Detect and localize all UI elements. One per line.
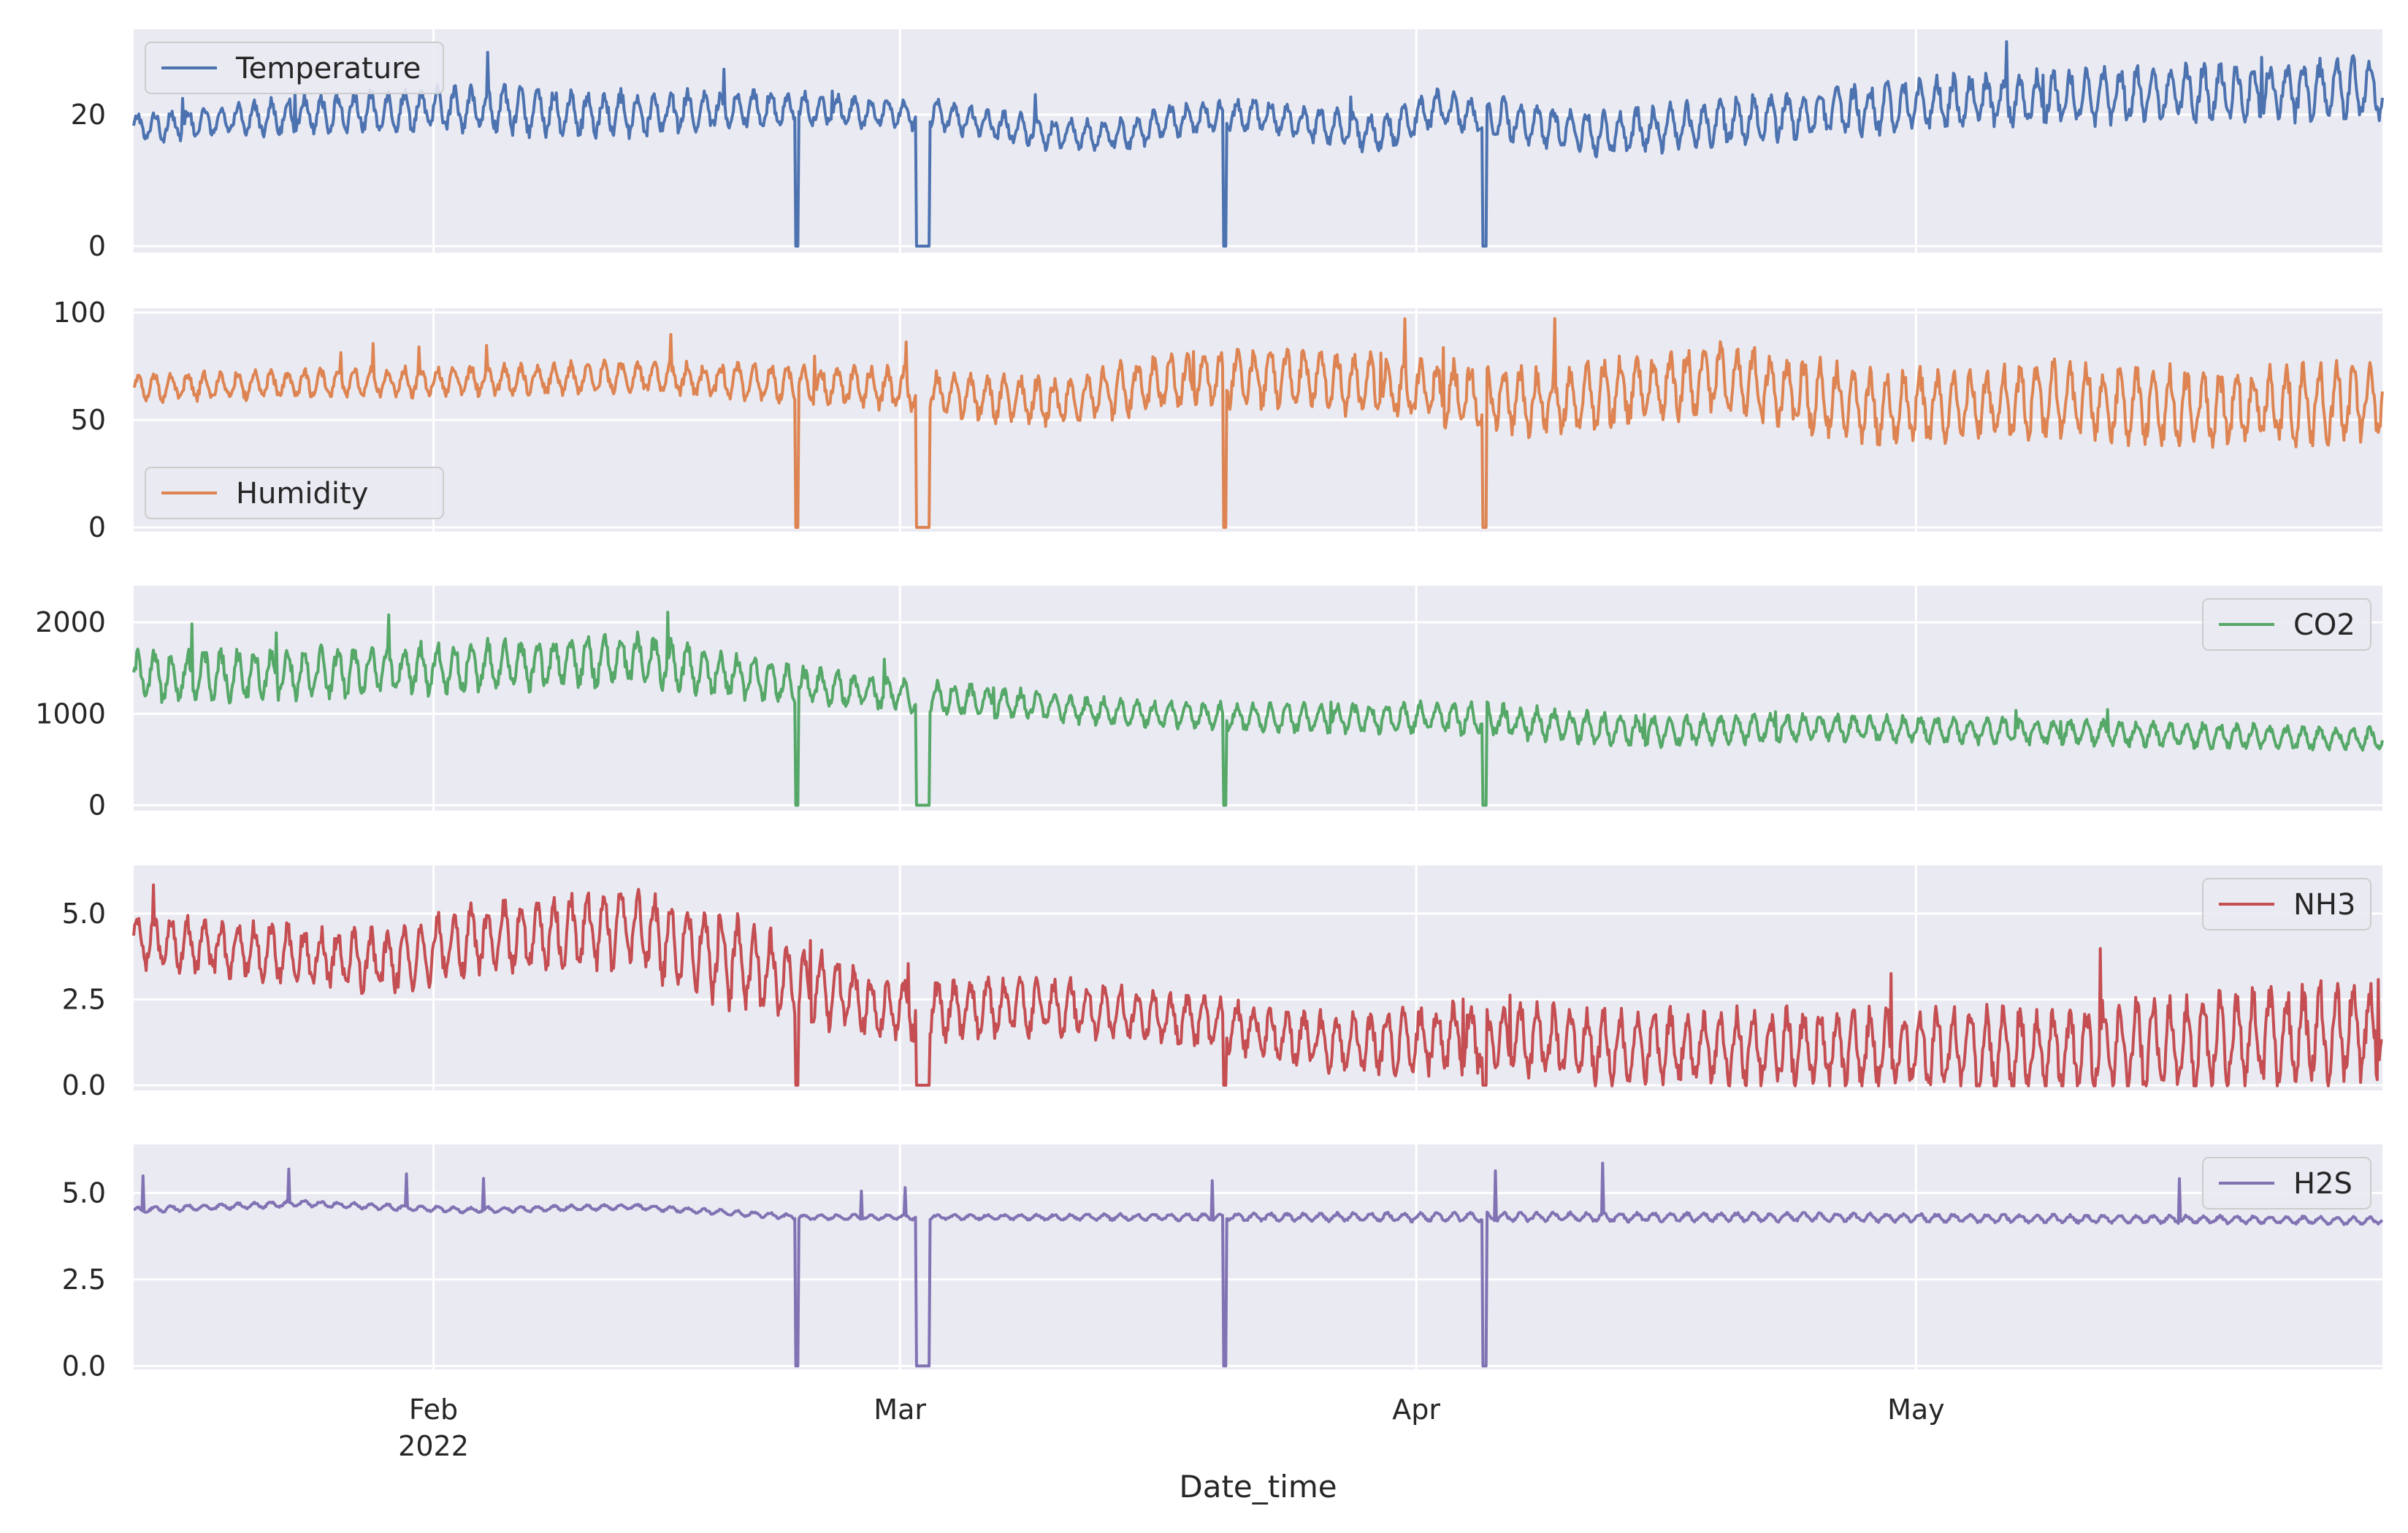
series-line-h2s xyxy=(133,1161,2384,1368)
legend-box xyxy=(145,42,444,94)
y-tick-label: 100 xyxy=(53,297,106,329)
legend-humidity: Humidity xyxy=(145,467,444,519)
legend-label: H2S xyxy=(2293,1167,2352,1201)
y-tick-label: 20 xyxy=(71,99,106,131)
x-tick-label: Mar xyxy=(874,1394,926,1426)
y-tick-label: 0 xyxy=(88,511,106,543)
y-tick-label: 50 xyxy=(71,404,106,436)
panel-temperature: 0 20 Temperature xyxy=(71,29,2384,262)
legend-box xyxy=(145,467,444,519)
panel-co2: 0 1000 2000 CO2 xyxy=(35,586,2384,821)
series-line-temperature xyxy=(132,40,2384,248)
series-line-co2 xyxy=(132,611,2384,807)
y-tick-label: 5.0 xyxy=(62,1177,106,1209)
legend-label: Humidity xyxy=(236,477,368,511)
legend-label: Temperature xyxy=(235,52,421,85)
panel-humidity: 0 50 100 Humidity xyxy=(53,297,2384,543)
legend-box xyxy=(2202,878,2371,930)
x-tick-label: Apr xyxy=(1392,1394,1440,1426)
series-line-nh3 xyxy=(132,883,2383,1087)
legend-temperature: Temperature xyxy=(145,42,444,94)
y-tick-label: 1000 xyxy=(35,697,106,730)
x-axis-label: Date_time xyxy=(1179,1469,1337,1505)
y-tick-label: 5.0 xyxy=(62,898,106,930)
plot-background xyxy=(134,29,2382,253)
y-tick-label: 0.0 xyxy=(62,1069,106,1101)
legend-label: NH3 xyxy=(2293,888,2355,922)
legend-label: CO2 xyxy=(2293,608,2355,642)
panel-nh3: 0.0 2.5 5.0 NH3 xyxy=(62,865,2383,1101)
plot-background xyxy=(134,586,2382,811)
legend-h2s: H2S xyxy=(2202,1157,2371,1209)
y-tick-label: 0 xyxy=(88,230,106,262)
y-tick-label: 2.5 xyxy=(62,983,106,1015)
y-tick-label: 2000 xyxy=(35,606,106,638)
y-tick-label: 0.0 xyxy=(62,1350,106,1382)
x-tick-label: May xyxy=(1887,1394,1945,1426)
plot-background xyxy=(134,1144,2382,1369)
x-tick-sublabel: 2022 xyxy=(398,1430,469,1462)
panel-h2s: 0.0 2.5 5.0 H2S xyxy=(62,1144,2384,1382)
plot-background xyxy=(134,865,2382,1090)
legend-co2: CO2 xyxy=(2202,598,2371,651)
series-line-humidity xyxy=(132,317,2384,530)
legend-box xyxy=(2202,598,2371,651)
x-tick-label: Feb xyxy=(409,1394,458,1426)
legend-nh3: NH3 xyxy=(2202,878,2371,930)
legend-box xyxy=(2202,1157,2371,1209)
y-tick-label: 0 xyxy=(88,789,106,821)
y-tick-label: 2.5 xyxy=(62,1264,106,1296)
